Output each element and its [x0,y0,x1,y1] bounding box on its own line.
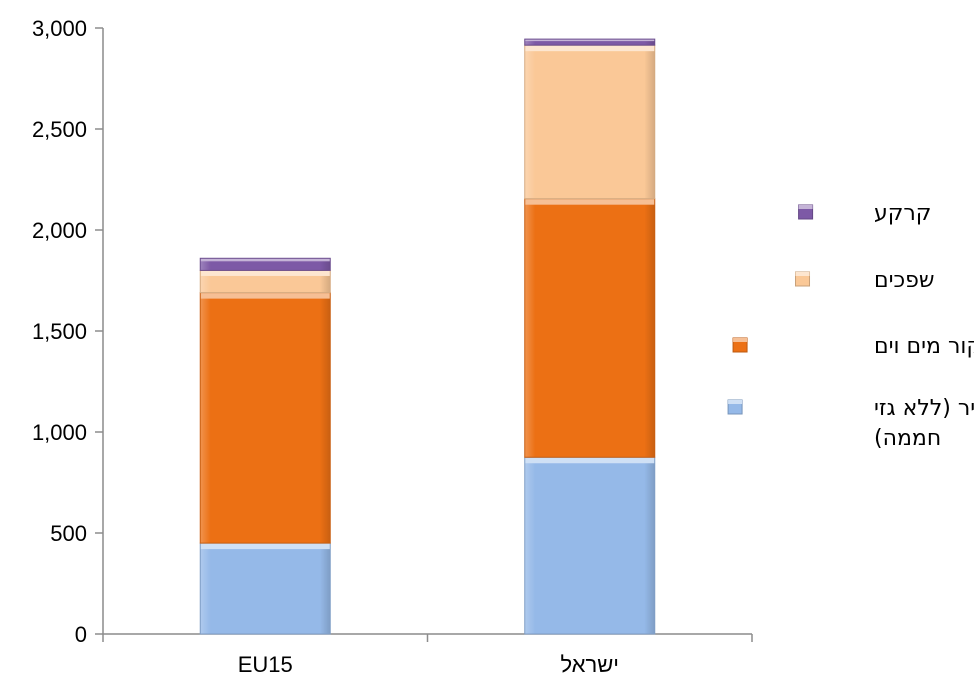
legend-label: שפכים [874,268,934,293]
y-tick-label: 2,000 [32,218,87,243]
y-tick-label: 2,500 [32,117,87,142]
bar-segment [199,257,331,271]
y-tick-label: 1,500 [32,319,87,344]
legend-item: קרקע [798,201,931,226]
bars: EU15 ישראל [199,38,656,677]
bar-segment [524,456,656,635]
bar-segment [524,38,656,46]
bar-segment [199,292,331,544]
legend-label: מקור מים וים [874,334,974,359]
y-tick-label: 1,000 [32,420,87,445]
legend-label: חממה) [874,426,941,451]
legend-label: אוויר (ללא גזי [874,396,974,421]
bar-segment [199,542,331,635]
y-tick-label: 0 [75,622,87,647]
legend-label: קרקע [874,201,931,226]
legend-item: אוויר (ללא גזי חממה) [727,396,974,451]
y-tick-label: 3,000 [32,16,87,41]
bar-segment [524,198,656,458]
legend: קרקע שפכים מקור מים וים אוויר (ללא גזי חממה) [727,201,974,451]
y-tick-label: 500 [50,521,87,546]
x-category-label: ישראל [560,652,619,677]
bar-segment [524,44,656,200]
legend-item: מקור מים וים [732,334,974,359]
bar-segment [199,269,331,294]
legend-item: שפכים [795,268,934,293]
x-category-label: EU15 [238,652,293,677]
axes: 0 500 1,000 1,500 2,000 2,500 3,000 [32,16,753,647]
